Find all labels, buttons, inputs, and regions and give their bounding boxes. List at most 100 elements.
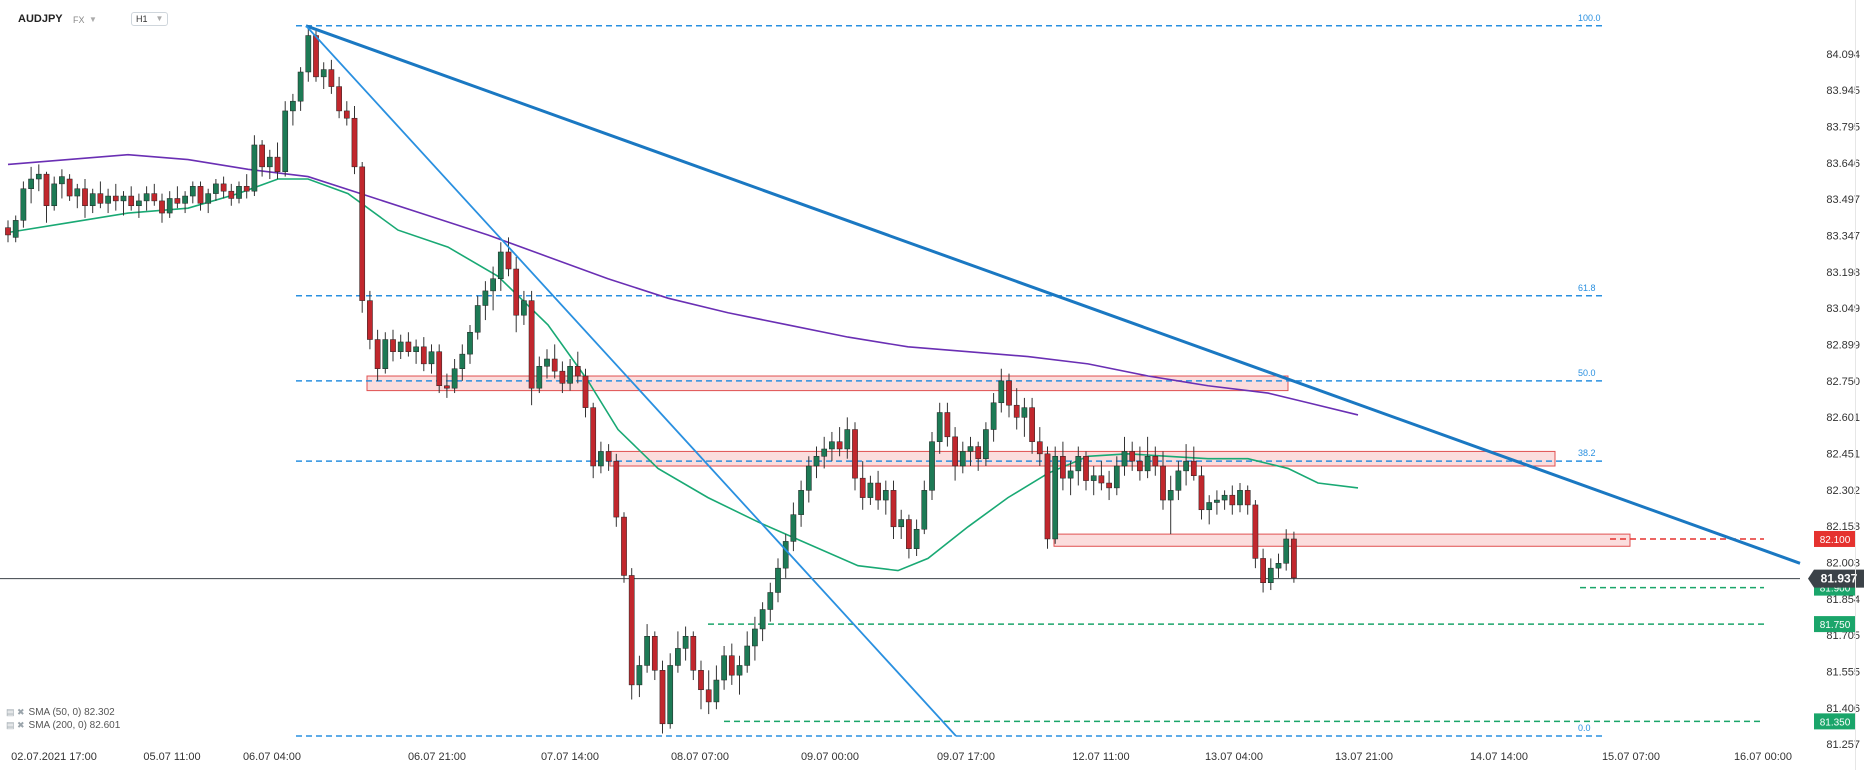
candle-bullish[interactable] bbox=[775, 567, 781, 593]
candle-bullish[interactable] bbox=[1221, 494, 1228, 501]
candle-bearish[interactable] bbox=[852, 429, 858, 479]
candle-bearish[interactable] bbox=[1129, 451, 1136, 462]
candle-bullish[interactable] bbox=[89, 193, 96, 207]
candle-bullish[interactable] bbox=[1283, 538, 1290, 564]
candle-bearish[interactable] bbox=[859, 477, 866, 498]
candle-bearish[interactable] bbox=[1160, 465, 1166, 501]
candle-bullish[interactable] bbox=[12, 220, 19, 238]
candle-bearish[interactable] bbox=[906, 519, 912, 549]
candle-bullish[interactable] bbox=[459, 353, 466, 369]
candle-bullish[interactable] bbox=[1275, 563, 1282, 569]
candle-bearish[interactable] bbox=[336, 86, 342, 112]
candle-bullish[interactable] bbox=[544, 358, 550, 367]
candle-bullish[interactable] bbox=[413, 346, 419, 352]
timeframe-select[interactable]: H1 ▼ bbox=[131, 12, 169, 26]
candle-bullish[interactable] bbox=[813, 456, 820, 467]
candle-bearish[interactable] bbox=[82, 188, 88, 207]
candle-bearish[interactable] bbox=[5, 227, 11, 236]
candle-bullish[interactable] bbox=[782, 541, 789, 569]
candle-bearish[interactable] bbox=[975, 446, 982, 459]
candle-bearish[interactable] bbox=[1060, 456, 1066, 479]
candle-bearish[interactable] bbox=[1044, 453, 1051, 540]
candle-bearish[interactable] bbox=[151, 193, 158, 202]
trendline-main[interactable] bbox=[305, 24, 1801, 565]
candle-bullish[interactable] bbox=[759, 609, 766, 630]
candle-bullish[interactable] bbox=[744, 645, 751, 666]
candle-bearish[interactable] bbox=[1137, 460, 1143, 472]
candle-bearish[interactable] bbox=[1029, 407, 1035, 442]
candle-bearish[interactable] bbox=[513, 268, 520, 316]
candle-bearish[interactable] bbox=[505, 251, 512, 270]
candle-bearish[interactable] bbox=[420, 346, 427, 365]
candle-bullish[interactable] bbox=[1175, 470, 1182, 491]
candle-bullish[interactable] bbox=[682, 636, 689, 649]
candle-bullish[interactable] bbox=[213, 183, 219, 194]
candle-bearish[interactable] bbox=[1106, 482, 1112, 489]
candle-bearish[interactable] bbox=[1036, 441, 1043, 455]
trendline-steep[interactable] bbox=[305, 25, 957, 737]
candle-bearish[interactable] bbox=[528, 300, 535, 389]
candle-bearish[interactable] bbox=[43, 173, 50, 207]
candle-bullish[interactable] bbox=[721, 655, 727, 681]
candle-bearish[interactable] bbox=[112, 195, 119, 202]
candle-bullish[interactable] bbox=[1167, 490, 1174, 501]
candle-bullish[interactable] bbox=[189, 186, 196, 197]
candle-bullish[interactable] bbox=[1067, 470, 1074, 479]
candle-bearish[interactable] bbox=[343, 110, 350, 119]
candle-bullish[interactable] bbox=[521, 300, 527, 316]
candle-bearish[interactable] bbox=[590, 407, 597, 467]
candle-bullish[interactable] bbox=[1144, 456, 1151, 472]
sma-200-line[interactable] bbox=[7, 153, 1359, 416]
candle-bearish[interactable] bbox=[159, 200, 165, 214]
candle-bearish[interactable] bbox=[1083, 456, 1089, 481]
candle-bullish[interactable] bbox=[20, 188, 27, 221]
candle-bearish[interactable] bbox=[582, 375, 589, 408]
candle-bullish[interactable] bbox=[767, 592, 774, 610]
candle-bearish[interactable] bbox=[374, 339, 381, 369]
candle-bearish[interactable] bbox=[613, 460, 620, 518]
candle-bullish[interactable] bbox=[51, 183, 58, 207]
candle-bullish[interactable] bbox=[821, 448, 828, 457]
resistance-zone[interactable] bbox=[1053, 533, 1631, 547]
candle-bearish[interactable] bbox=[66, 178, 73, 197]
candle-bullish[interactable] bbox=[913, 528, 920, 549]
candle-bullish[interactable] bbox=[290, 100, 296, 112]
candle-bullish[interactable] bbox=[474, 305, 481, 333]
candle-bearish[interactable] bbox=[1291, 538, 1297, 579]
candle-bullish[interactable] bbox=[829, 441, 835, 450]
candle-bullish[interactable] bbox=[35, 173, 42, 180]
candle-bearish[interactable] bbox=[952, 436, 958, 467]
legend-item-sma200[interactable]: ▤ ✖ SMA (200, 0) 82.601 bbox=[6, 719, 120, 732]
candle-bearish[interactable] bbox=[1006, 380, 1012, 406]
candle-bearish[interactable] bbox=[1198, 475, 1205, 511]
candle-bullish[interactable] bbox=[736, 665, 743, 676]
candle-bearish[interactable] bbox=[944, 412, 951, 438]
candle-bullish[interactable] bbox=[644, 636, 650, 666]
candle-bullish[interactable] bbox=[205, 193, 212, 204]
candle-bullish[interactable] bbox=[1021, 407, 1028, 418]
candle-bearish[interactable] bbox=[1244, 490, 1251, 506]
candle-bullish[interactable] bbox=[667, 665, 674, 725]
candle-bearish[interactable] bbox=[559, 370, 566, 384]
candle-bearish[interactable] bbox=[274, 156, 281, 172]
candle-bullish[interactable] bbox=[567, 366, 573, 384]
candle-bullish[interactable] bbox=[1075, 456, 1082, 472]
candle-bearish[interactable] bbox=[659, 670, 666, 725]
candle-bullish[interactable] bbox=[636, 665, 643, 686]
sma-50-line[interactable] bbox=[7, 178, 1359, 572]
candle-bearish[interactable] bbox=[890, 490, 897, 528]
candle-bullish[interactable] bbox=[105, 195, 111, 204]
candle-bearish[interactable] bbox=[1152, 456, 1159, 467]
candle-bullish[interactable] bbox=[266, 156, 273, 168]
price-level-badge[interactable] bbox=[1814, 616, 1856, 633]
candle-bullish[interactable] bbox=[397, 341, 404, 352]
candle-bullish[interactable] bbox=[451, 368, 458, 389]
candle-bullish[interactable] bbox=[898, 519, 905, 528]
candle-bearish[interactable] bbox=[1260, 558, 1266, 583]
price-level-badge[interactable] bbox=[1814, 530, 1856, 547]
candle-bullish[interactable] bbox=[382, 339, 389, 369]
legend-item-sma50[interactable]: ▤ ✖ SMA (50, 0) 82.302 bbox=[6, 706, 120, 719]
candle-bearish[interactable] bbox=[1013, 404, 1020, 418]
candle-bullish[interactable] bbox=[120, 195, 127, 202]
